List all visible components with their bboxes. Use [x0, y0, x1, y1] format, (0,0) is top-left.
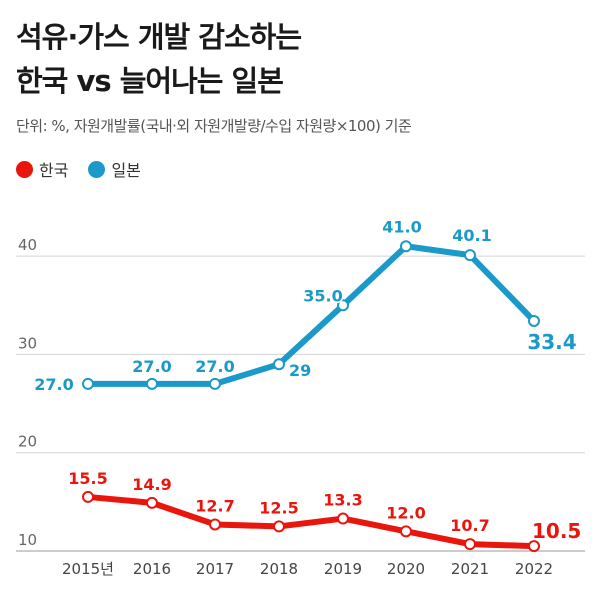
y-tick-40: 40	[18, 236, 37, 254]
data-label-korea-7: 10.5	[532, 519, 581, 543]
data-label-japan-3: 29	[289, 361, 311, 380]
legend-label-korea: 한국	[39, 161, 69, 180]
y-tick-20: 20	[18, 433, 37, 451]
legend-item-korea: 한국	[16, 157, 68, 181]
y-tick-10: 10	[18, 531, 37, 549]
chart-title-line1: 석유·가스 개발 감소하는	[16, 20, 302, 54]
data-label-japan-6: 40.1	[452, 226, 491, 245]
data-label-korea-0: 15.5	[68, 469, 107, 488]
data-label-korea-6: 10.7	[450, 516, 489, 535]
y-tick-30: 30	[18, 334, 37, 352]
data-label-korea-2: 12.7	[195, 496, 234, 515]
x-tick-7: 2022	[515, 560, 553, 578]
point-japan-5	[400, 240, 412, 253]
x-tick-2: 2017	[196, 560, 234, 578]
point-japan-3	[273, 358, 285, 371]
legend-dot-korea	[16, 160, 33, 178]
legend: 한국 일본	[16, 157, 155, 181]
point-korea-5	[400, 525, 412, 538]
data-label-japan-5: 41.0	[382, 217, 421, 236]
point-korea-0	[82, 490, 94, 503]
data-label-korea-3: 12.5	[259, 498, 298, 517]
data-label-japan-0: 27.0	[34, 375, 73, 394]
x-tick-5: 2020	[387, 560, 425, 578]
point-japan-6	[464, 249, 476, 262]
data-label-korea-1: 14.9	[132, 475, 171, 494]
point-korea-4	[337, 512, 349, 525]
point-japan-7	[528, 314, 540, 327]
data-label-korea-4: 13.3	[323, 491, 362, 510]
point-japan-0	[82, 377, 94, 390]
x-tick-0: 2015년	[62, 560, 114, 578]
point-japan-4	[337, 299, 349, 312]
data-label-japan-7: 33.4	[527, 330, 576, 354]
point-japan-2	[209, 377, 221, 390]
data-label-korea-5: 12.0	[386, 503, 425, 522]
x-tick-6: 2021	[451, 560, 489, 578]
x-tick-1: 2016	[133, 560, 171, 578]
legend-item-japan: 일본	[88, 157, 141, 181]
chart-title-line2: 한국 vs 늘어나는 일본	[16, 64, 284, 98]
point-korea-7	[528, 540, 540, 553]
series-line-korea	[85, 493, 537, 550]
point-korea-6	[464, 538, 476, 551]
data-label-japan-4: 35.0	[303, 286, 342, 305]
legend-dot-japan	[88, 160, 106, 178]
data-label-japan-2: 27.0	[195, 357, 234, 376]
series-line-japan	[85, 243, 537, 387]
legend-label-japan: 일본	[111, 161, 141, 180]
data-label-japan-1: 27.0	[132, 357, 171, 376]
unit-note: 단위: %, 자원개발률(국내·외 자원개발량/수입 자원량×100) 기준	[16, 117, 412, 135]
point-korea-1	[146, 496, 158, 509]
x-tick-3: 2018	[260, 560, 298, 578]
point-korea-2	[209, 518, 221, 531]
point-korea-3	[273, 520, 285, 533]
x-tick-4: 2019	[324, 560, 362, 578]
point-japan-1	[146, 377, 158, 390]
